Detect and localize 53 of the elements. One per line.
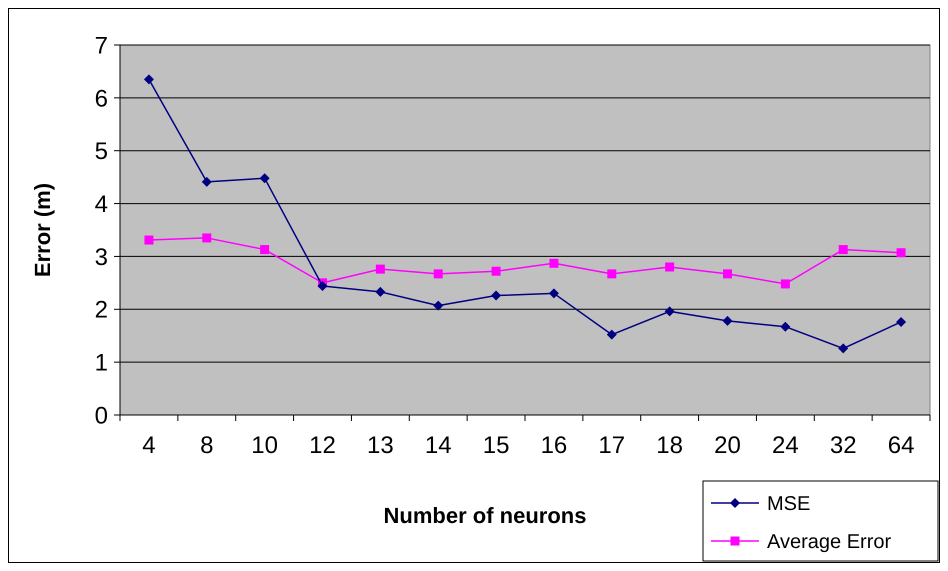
point [549,258,558,268]
legend-label: Average Error [767,531,892,553]
x-tick-label: 16 [540,432,568,459]
point [722,316,732,326]
y-tick-label: 7 [94,32,108,60]
point [491,290,502,301]
x-tick-label: 15 [482,432,510,459]
x-tick-label: 13 [367,432,394,459]
x-tick-label: 32 [830,432,857,459]
x-tick-label: 20 [714,432,741,459]
point [144,74,154,84]
point [896,248,906,258]
x-tick-label: 4 [142,432,156,459]
y-tick-label: 3 [94,244,108,271]
point [780,279,790,288]
x-tick-label: 24 [772,432,799,459]
point [492,266,501,276]
point [896,316,906,327]
point [375,286,386,297]
x-axis-title: Number of neurons [384,503,586,528]
point [376,264,385,274]
y-tick-label: 2 [94,296,108,324]
point [548,288,559,298]
x-tick-label: 12 [309,432,336,459]
point [260,173,270,184]
point [665,262,674,272]
x-tick-label: 64 [888,432,914,459]
point [723,269,732,278]
y-tick-label: 6 [94,85,108,112]
point [838,343,848,354]
y-tick-label: 1 [94,350,108,377]
point [607,269,616,278]
point [260,245,270,254]
x-tick-label: 17 [598,432,626,459]
point [433,300,444,311]
x-tick-label: 18 [656,432,683,459]
point [202,233,212,242]
y-tick-label: 0 [94,402,108,430]
point [606,330,617,340]
x-tick-label: 8 [200,432,214,459]
point [780,322,790,332]
point [664,306,675,316]
x-tick-label: 10 [251,432,278,459]
point [434,269,443,278]
point [144,236,154,245]
point [838,245,848,254]
legend-label: MSE [767,493,810,515]
x-tick-label: 14 [424,432,452,459]
point [202,176,212,187]
y-axis-title: Error (m) [30,182,55,278]
point [318,281,328,292]
y-tick-label: 5 [94,138,108,166]
y-tick-label: 4 [94,190,108,218]
